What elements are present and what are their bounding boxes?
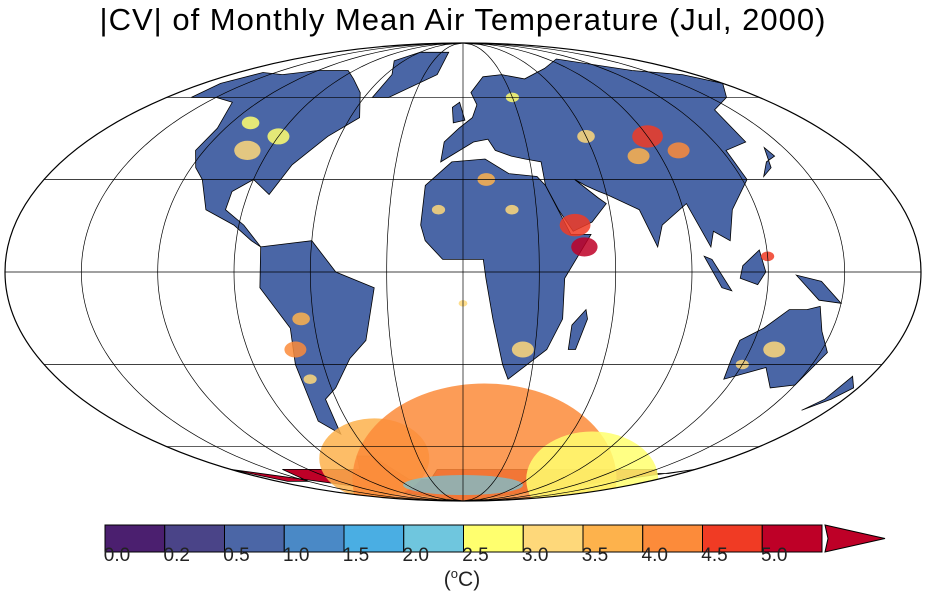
hotspot (571, 237, 598, 257)
landmass-new-zealand (801, 375, 855, 411)
unit-suffix: C) (458, 568, 481, 591)
unit-prefix: ( (443, 568, 451, 591)
unit-degree: o (450, 566, 459, 581)
colorbar-tick-label: 5.0 (761, 545, 788, 566)
hotspot (559, 213, 591, 237)
colorbar-swatch (761, 524, 823, 553)
hotspot (292, 312, 310, 326)
colorbar-tick-label: 0.5 (223, 545, 250, 566)
colorbar (104, 524, 886, 553)
colorbar-overflow-arrow (824, 524, 886, 553)
colorbar-unit: (oC) (444, 566, 480, 592)
colorbar-tick-label: 0.2 (163, 545, 190, 566)
map-border (4, 42, 922, 502)
colorbar-swatch (463, 524, 524, 553)
map-title: |CV| of Monthly Mean Air Temperature (Ju… (99, 2, 827, 37)
colorbar-tick-label: 0.0 (103, 545, 131, 566)
colorbar-swatch (283, 524, 345, 553)
landmass-sumatra (703, 255, 733, 292)
colorbar-swatch (224, 524, 285, 553)
hotspot (303, 374, 317, 385)
hotspot (284, 341, 307, 358)
hotspot (431, 204, 446, 215)
hotspot (234, 140, 261, 161)
colorbar-swatch (104, 524, 166, 553)
hotspot (763, 341, 786, 358)
graticule (5, 42, 921, 502)
colorbar-tick-label: 3.0 (522, 545, 549, 566)
hotspot (241, 116, 260, 130)
colorbar-tick-label: 1.5 (342, 545, 370, 566)
colorbar-tick-label: 3.5 (581, 545, 609, 566)
landmass-greenland (371, 51, 450, 98)
hotspot (511, 341, 534, 358)
colorbar-swatch (403, 524, 464, 553)
colorbar-swatch (702, 524, 763, 553)
hotspot (667, 142, 690, 159)
colorbar-tick-label: 1.0 (283, 545, 310, 566)
colorbar-tick-label: 2.0 (402, 545, 429, 566)
landmass-borneo (739, 249, 767, 286)
landmass-madagascar (567, 308, 588, 350)
landmass-eurasia (440, 58, 748, 249)
colorbar-swatch (164, 524, 225, 553)
landmass-new-guinea (795, 274, 843, 304)
landmass-japan (763, 146, 776, 178)
hotspot (505, 204, 519, 215)
landmass-uk (451, 101, 466, 124)
colorbar-tick-label: 4.5 (701, 545, 728, 566)
colorbar-tick-label: 4.0 (641, 545, 668, 566)
colorbar-swatch (642, 524, 703, 553)
hotspot (627, 148, 650, 165)
colorbar-tick-label: 2.5 (462, 545, 489, 566)
